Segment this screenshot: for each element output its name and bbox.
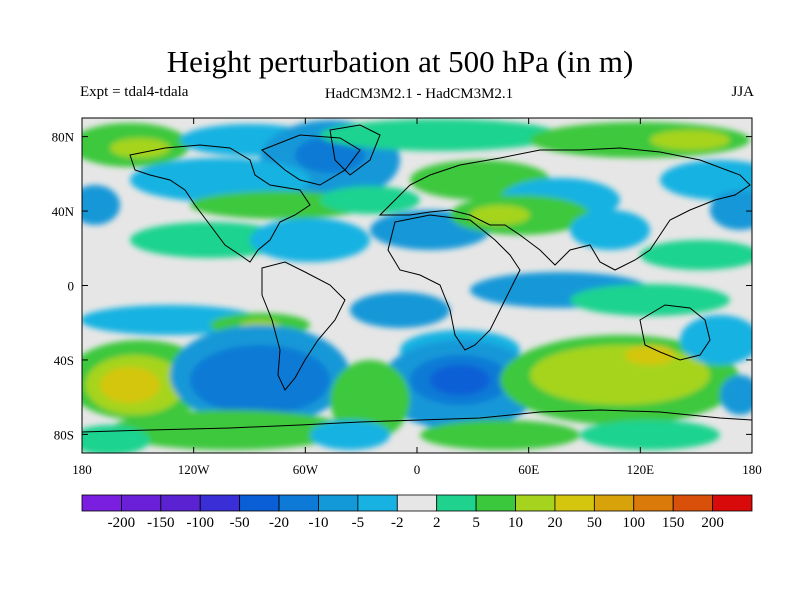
lat-tick-label: 80S <box>54 427 74 442</box>
lon-tick-label: 120W <box>178 462 211 477</box>
lat-tick-label: 40N <box>52 204 75 219</box>
lon-tick-label: 180 <box>72 462 92 477</box>
season-label: JJA <box>731 84 754 100</box>
colorbar: -200 -150 -100 -50 -20 -10 -5 -2 2 5 10 20 50 100 150 2… <box>81 494 753 531</box>
colorbar-label: -2 <box>391 515 404 531</box>
colorbar-swatch <box>475 494 516 512</box>
colorbar-swatch <box>396 494 438 512</box>
model-label: HadCM3M2.1 - HadCM3M2.1 <box>324 86 514 102</box>
colorbar-swatch <box>278 494 319 512</box>
lat-tick-label: 40S <box>54 353 74 368</box>
colorbar-swatch <box>318 494 359 512</box>
colorbar-swatch <box>160 494 201 512</box>
lon-tick-label: 60E <box>518 462 539 477</box>
colorbar-label: -200 <box>108 515 136 531</box>
colorbar-swatch <box>239 494 280 512</box>
colorbar-label: 150 <box>662 515 685 531</box>
colorbar-swatch <box>199 494 241 512</box>
colorbar-label: 200 <box>701 515 724 531</box>
colorbar-label: 10 <box>508 515 523 531</box>
experiment-label: Expt = tdal4-tdala <box>80 84 189 100</box>
colorbar-swatch <box>672 494 713 512</box>
colorbar-swatch <box>357 494 398 512</box>
lat-tick-label: 80N <box>52 130 75 145</box>
lon-tick-label: 120E <box>627 462 655 477</box>
colorbar-swatch <box>515 494 556 512</box>
colorbar-label: 5 <box>472 515 480 531</box>
colorbar-swatch <box>633 494 674 512</box>
lon-tick-label: 180 <box>742 462 762 477</box>
lon-tick-label: 60W <box>293 462 319 477</box>
lat-tick-label: 0 <box>68 279 75 294</box>
map-title: Height perturbation at 500 hPa (in m) <box>166 44 634 79</box>
colorbar-label: -10 <box>308 515 328 531</box>
colorbar-label: -50 <box>230 515 250 531</box>
colorbar-swatch <box>712 494 753 512</box>
colorbar-label: 2 <box>433 515 441 531</box>
colorbar-swatch <box>121 494 162 512</box>
coastlines <box>82 124 752 433</box>
colorbar-swatch <box>436 494 477 512</box>
colorbar-label: -20 <box>269 515 289 531</box>
longitude-axis: 180 120W 60W 0 60E 120E 180 <box>72 118 762 477</box>
colorbar-label: 50 <box>587 515 602 531</box>
lon-tick-label: 0 <box>414 462 421 477</box>
colorbar-label: 100 <box>623 515 646 531</box>
colorbar-label: -5 <box>352 515 365 531</box>
latitude-axis: 80N 40N 0 40S 80S <box>52 130 752 442</box>
colorbar-swatch <box>81 494 122 512</box>
colorbar-label: -100 <box>186 515 214 531</box>
colorbar-swatch <box>554 494 595 512</box>
colorbar-label: 20 <box>547 515 562 531</box>
contour-field <box>82 118 752 453</box>
colorbar-swatch <box>593 494 635 512</box>
colorbar-label: -150 <box>147 515 175 531</box>
